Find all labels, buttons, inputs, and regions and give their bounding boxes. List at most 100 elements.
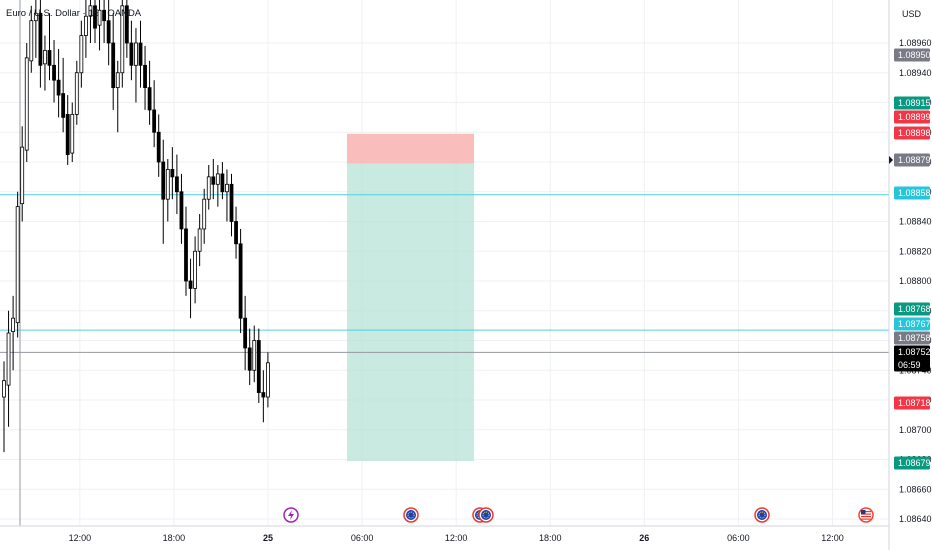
candle[interactable] [74,60,79,125]
price-badge-value: 1.08899 [898,112,931,122]
x-tick-label: 18:00 [539,533,562,543]
candle[interactable] [70,102,75,163]
candle[interactable] [24,43,29,162]
candle[interactable] [188,258,193,319]
price-badge-cyan[interactable]: 1.08858 [894,186,931,200]
lightning-event-icon[interactable] [283,507,299,523]
candle-body-up [97,9,102,26]
candle[interactable] [11,295,16,371]
candle[interactable] [247,328,252,386]
candle[interactable] [97,0,102,51]
candle[interactable] [215,164,220,207]
us-flag-event-icon[interactable] [858,507,874,523]
candle[interactable] [184,206,188,296]
eu-flag-event-icon[interactable] [478,507,494,523]
price-badge-red[interactable]: 1.08899 [894,110,931,124]
candle[interactable] [134,28,138,103]
candle[interactable] [261,370,266,423]
candle[interactable] [147,60,152,125]
candle[interactable] [52,40,56,103]
candle[interactable] [265,352,270,408]
symbol-title[interactable]: Euro / U.S. Dollar · 15 · OANDA [6,8,142,19]
price-badge-green[interactable]: 1.08768 [894,302,931,316]
stop-loss-zone[interactable] [347,133,474,164]
price-badge-black[interactable]: 1.08752 06:59 [894,345,931,372]
candle[interactable] [102,0,106,43]
candle-body-up [215,173,220,185]
candle[interactable] [220,162,225,200]
candle[interactable] [29,5,34,73]
economic-events[interactable] [283,507,874,523]
candle[interactable] [84,0,88,58]
candle[interactable] [47,13,52,81]
candle[interactable] [65,95,70,165]
candle[interactable] [124,0,129,58]
price-badge-gray[interactable]: 1.08879 [894,153,931,167]
candle[interactable] [252,325,257,383]
candle[interactable] [111,13,116,110]
price-badge-gray[interactable]: 1.08758 [894,331,931,345]
candle[interactable] [238,228,243,334]
candle[interactable] [93,0,97,43]
candle[interactable] [2,361,6,453]
candle[interactable] [138,20,143,88]
price-badge-gray[interactable]: 1.08950 [894,48,931,62]
candle-body-up [33,12,38,22]
eu-flag-event-icon[interactable] [754,507,770,523]
candle[interactable] [152,80,157,148]
candle[interactable] [120,0,125,88]
candle[interactable] [88,0,93,43]
candle[interactable] [156,114,161,177]
candle[interactable] [225,169,229,222]
candle[interactable] [33,0,38,58]
candle[interactable] [79,20,84,88]
candle[interactable] [202,188,207,244]
currency-label[interactable]: USD [902,9,922,19]
candles[interactable] [2,0,270,453]
candle[interactable] [143,45,147,110]
candle[interactable] [61,57,66,133]
price-badge-value: 1.08679 [898,458,931,468]
price-badge-red[interactable]: 1.08718 [894,396,931,410]
candle-body-down [179,191,184,230]
candle[interactable] [197,214,202,267]
price-badge-value: 1.08879 [898,155,931,165]
candle[interactable] [43,35,47,91]
candle-body-down [138,42,143,66]
candle-body-down [147,87,152,111]
price-badge-green[interactable]: 1.08915 [894,96,931,110]
candle[interactable] [179,173,184,244]
candle[interactable] [56,48,61,118]
candle[interactable] [234,206,238,259]
candle[interactable] [165,159,170,222]
candle[interactable] [211,159,216,200]
price-badge-cyan[interactable]: 1.08767 [894,317,931,331]
take-profit-zone[interactable] [347,163,474,461]
candle[interactable] [129,20,134,81]
candle[interactable] [174,154,179,215]
candle[interactable] [229,173,234,237]
candle[interactable] [161,139,166,244]
candle[interactable] [106,0,111,66]
candle[interactable] [115,60,120,133]
x-tick-label: 06:00 [727,533,750,543]
candle[interactable] [243,295,248,371]
price-badge-value: 1.08758 [898,333,931,343]
candle[interactable] [206,164,211,210]
candle-body-down [61,93,66,118]
horizontal-lines[interactable] [0,194,889,331]
candle[interactable] [6,310,11,427]
x-tick-label: 25 [263,533,273,543]
candle[interactable] [256,328,261,403]
price-badge-value: 1.08768 [898,304,931,314]
candle[interactable] [38,0,43,88]
candle[interactable] [193,236,198,304]
candle[interactable] [15,191,20,338]
eu-flag-event-icon[interactable] [403,507,419,523]
candle[interactable] [170,147,175,200]
price-badge-green[interactable]: 1.08679 [894,456,931,470]
candle[interactable] [20,126,25,222]
price-badge-red[interactable]: 1.08898 [894,126,931,140]
